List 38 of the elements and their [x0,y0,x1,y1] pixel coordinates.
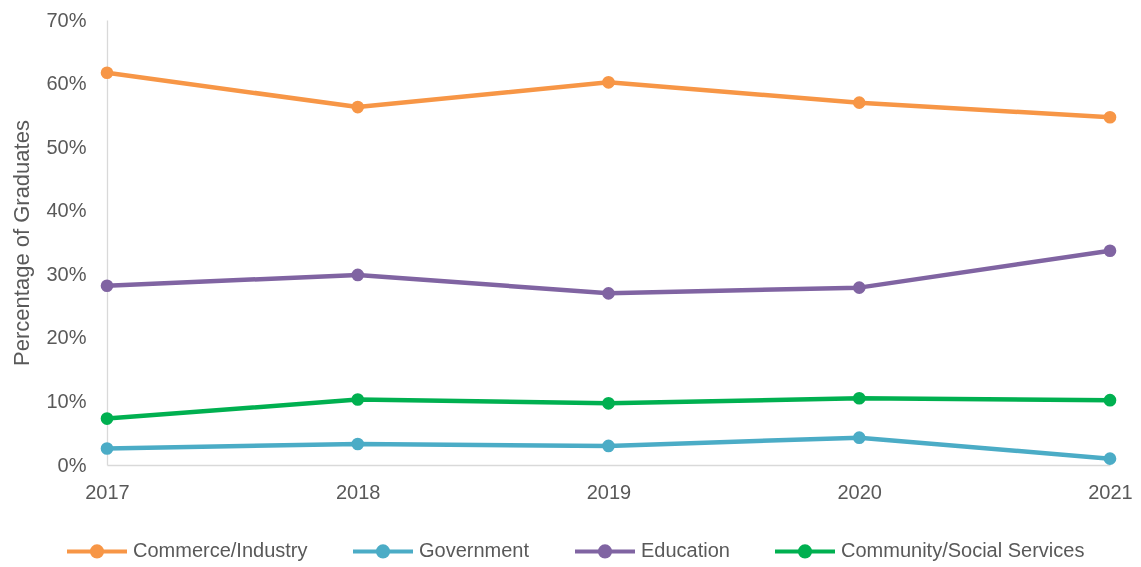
point [100,412,114,425]
x-tick-label: 2018 [336,480,381,503]
point [852,431,866,444]
point [351,100,365,114]
point [1103,110,1117,124]
x-tick-label: 2019 [586,480,632,503]
point [602,439,615,453]
point [1103,393,1117,407]
x-tick-label: 2021 [1088,480,1133,503]
point [852,391,866,405]
y-axis-title: Percentage of Graduates [9,120,35,366]
point [100,442,114,455]
y-tick-label: 20% [46,326,87,349]
y-tick-label: 40% [46,199,87,222]
point [1103,452,1117,465]
point [351,437,365,451]
legend-label: Community/Social Services [841,539,1085,562]
y-tick-label: 60% [46,72,87,95]
point [852,96,866,109]
legend-label: Government [419,539,530,562]
y-tick-label: 70% [46,8,87,31]
point [602,287,615,300]
point [351,268,365,282]
point [351,393,365,406]
y-tick-label: 50% [46,135,87,158]
point [852,281,866,294]
point [602,75,615,89]
point [1103,244,1117,258]
legend-label: Education [641,539,730,562]
y-tick-label: 30% [46,262,87,285]
point [602,397,615,410]
point [100,279,114,293]
y-tick-label: 0% [57,453,87,476]
x-tick-label: 2017 [85,480,130,503]
legend-label: Commerce/Industry [133,539,308,562]
y-tick-label: 10% [46,389,87,412]
x-tick-label: 2020 [837,480,882,503]
point [100,66,114,80]
